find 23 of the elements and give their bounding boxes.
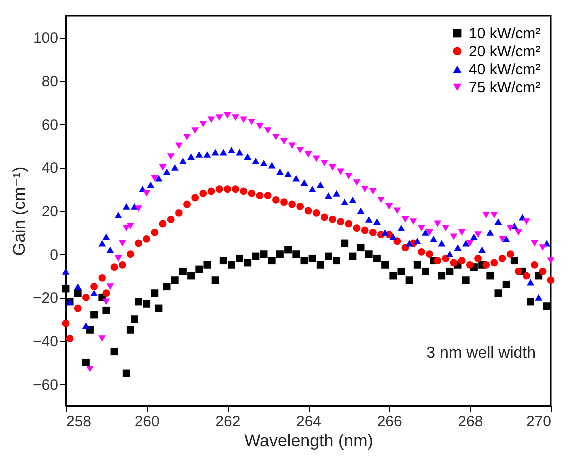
x-tick-label: 268 [458,414,484,430]
x-axis-title: Wavelength (nm) [244,432,374,450]
y-tick-label: 20 [42,204,58,220]
x-tick-label: 264 [296,414,322,430]
y-tick-label: −60 [33,376,58,394]
y-tick-label: −40 [33,334,58,350]
annotation: 3 nm well width [426,345,536,362]
legend-label: 75 kW/cm² [469,80,541,96]
legend-label: 40 kW/cm² [469,62,541,78]
y-tick-label: −20 [33,290,58,308]
y-tick-label: 60 [42,116,58,134]
legend-label: 10 kW/cm² [469,26,541,42]
y-tick-label: 0 [50,246,58,264]
x-tick-label: 260 [134,414,160,430]
x-tick-label: 266 [377,414,402,430]
x-tick-label: 270 [526,414,552,430]
x-tick-label: 262 [216,414,241,430]
y-tick-label: 80 [42,74,58,90]
y-axis-title: Gain (cm⁻¹) [10,166,30,256]
y-tick-label: 40 [42,160,58,178]
y-tick-label: 100 [33,30,58,48]
x-tick-label: 258 [66,414,92,430]
legend-label: 20 kW/cm² [469,44,541,60]
